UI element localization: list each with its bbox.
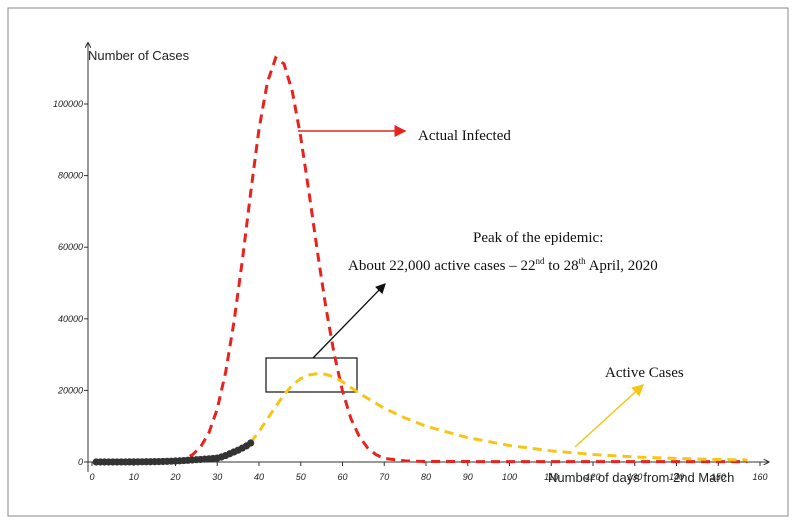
x-tick-label: 130 xyxy=(627,472,642,482)
x-tick-label: 90 xyxy=(463,472,473,482)
y-tick-label: 100000 xyxy=(53,99,83,109)
annotation-arrow xyxy=(312,283,386,359)
x-tick-label: 70 xyxy=(379,472,389,482)
data-point xyxy=(247,439,255,447)
peak-text-part: April, 2020 xyxy=(586,258,658,274)
x-tick-label: 40 xyxy=(254,472,264,482)
x-tick-label: 0 xyxy=(89,472,94,482)
y-axis-label: Number of Cases xyxy=(88,48,190,63)
x-axis-label: Number of days from 2nd March xyxy=(548,470,734,485)
y-tick-label: 60000 xyxy=(58,242,83,252)
x-tick-label: 140 xyxy=(669,472,684,482)
y-tick-label: 0 xyxy=(78,457,83,467)
series-line xyxy=(175,55,748,464)
x-tick-label: 100 xyxy=(502,472,517,482)
series-label: Actual Infected xyxy=(418,128,511,144)
x-tick-label: 20 xyxy=(169,472,180,482)
peak-box xyxy=(265,357,358,393)
peak-text: About 22,000 active cases – 22nd to 28th… xyxy=(348,256,658,274)
y-tick-label: 20000 xyxy=(57,385,83,395)
x-tick-label: 60 xyxy=(337,472,347,482)
peak-text-sup: th xyxy=(579,256,587,266)
x-tick-label: 50 xyxy=(296,472,306,482)
annotation-arrow xyxy=(574,383,645,448)
series-line xyxy=(249,372,748,462)
x-tick-label: 10 xyxy=(129,472,139,482)
x-tick-label: 110 xyxy=(544,472,558,482)
x-tick-label: 30 xyxy=(212,472,222,482)
series-label: Active Cases xyxy=(605,365,684,381)
x-tick-label: 80 xyxy=(421,472,431,482)
peak-title: Peak of the epidemic: xyxy=(473,230,603,246)
peak-text-part: to 28 xyxy=(544,258,578,274)
frame xyxy=(7,7,789,517)
y-tick-label: 80000 xyxy=(58,171,83,181)
peak-text-part: About 22,000 active cases – 22 xyxy=(348,258,535,274)
x-tick-label: 160 xyxy=(752,472,767,482)
x-tick-label: 150 xyxy=(711,472,726,482)
x-tick-label: 120 xyxy=(585,472,600,482)
peak-text-sup: nd xyxy=(535,256,545,266)
y-tick-label: 40000 xyxy=(58,314,83,324)
